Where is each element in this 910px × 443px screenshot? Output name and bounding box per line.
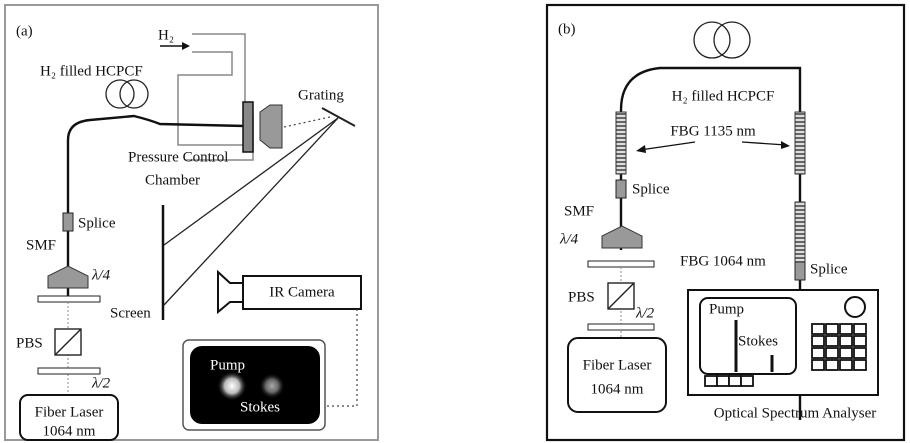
chamber-label: Chamber: [145, 172, 200, 188]
splice-label: Splice: [810, 261, 848, 277]
box: [812, 360, 824, 370]
box: [588, 324, 654, 330]
box: [854, 324, 866, 334]
circle: [217, 371, 247, 401]
group: [705, 376, 753, 386]
box: [826, 360, 838, 370]
panel-b: (b) H₂ filled HCPCF FBG 1135 nm Splice S…: [547, 5, 904, 440]
box: [854, 360, 866, 370]
gas-label: H₂: [158, 27, 174, 43]
splice-label: Splice: [78, 215, 116, 231]
camera-label: IR Camera: [269, 284, 335, 300]
component: [218, 272, 243, 312]
laser-label: Fiber Laser: [35, 404, 104, 420]
component: [602, 226, 642, 248]
splice-label: Splice: [632, 181, 670, 197]
box: [854, 336, 866, 346]
fiber-label: H₂ filled HCPCF: [40, 63, 143, 79]
chamber-label: Pressure Control: [128, 149, 228, 165]
waveplate-label: λ/4: [91, 267, 111, 283]
smf-label: SMF: [26, 237, 56, 253]
box: [840, 360, 852, 370]
box: [795, 112, 805, 174]
box: [840, 336, 852, 346]
line: [640, 142, 695, 150]
circle: [694, 22, 730, 58]
pump-label: Pump: [709, 301, 744, 317]
box: [826, 324, 838, 334]
fiber-label: H₂ filled HCPCF: [672, 88, 775, 104]
box: [826, 336, 838, 346]
panel-label: (a): [16, 23, 33, 39]
grating-label: Grating: [298, 87, 344, 103]
fbg-label: FBG 1064 nm: [680, 253, 766, 269]
box: [812, 348, 824, 358]
box: [729, 376, 741, 386]
circle: [259, 373, 285, 399]
fbg-label: FBG 1135 nm: [670, 123, 756, 139]
component: [48, 266, 88, 288]
box: [616, 180, 626, 198]
connector: [178, 52, 243, 145]
connector: [324, 309, 357, 406]
box: [812, 324, 824, 334]
box: [854, 348, 866, 358]
component: [260, 105, 282, 148]
panel-label: (b): [558, 21, 576, 37]
circle: [845, 297, 865, 317]
pbs-label: PBS: [568, 289, 595, 305]
component: [636, 145, 646, 153]
box: [795, 262, 805, 280]
component: [182, 42, 190, 50]
laser-label: 1064 nm: [43, 423, 96, 439]
waveplate-label: λ/2: [635, 305, 655, 321]
box: [717, 376, 729, 386]
line: [322, 108, 355, 126]
box: [705, 376, 717, 386]
figure: (a) H₂ H₂ filled HCPCF Grating Pressure …: [0, 0, 910, 443]
line: [742, 142, 786, 145]
laser-label: Fiber Laser: [583, 357, 652, 373]
box: [826, 348, 838, 358]
waveplate-label: λ/2: [91, 375, 111, 391]
smf-label: SMF: [564, 203, 594, 219]
circle: [714, 22, 750, 58]
component: [781, 141, 790, 149]
box: [38, 368, 100, 374]
panel-a: (a) H₂ H₂ filled HCPCF Grating Pressure …: [5, 5, 378, 440]
pbs-label: PBS: [16, 335, 43, 351]
screen-label: Screen: [110, 305, 151, 321]
stokes-label: Stokes: [240, 399, 280, 415]
line: [284, 117, 330, 127]
box: [38, 296, 100, 302]
laser-label: 1064 nm: [591, 381, 644, 397]
box: [840, 324, 852, 334]
box: [63, 213, 73, 231]
stokes-label: Stokes: [738, 333, 778, 349]
box: [243, 102, 253, 152]
page: (a) H₂ H₂ filled HCPCF Grating Pressure …: [0, 0, 910, 443]
box: [616, 112, 626, 174]
box: [812, 336, 824, 346]
box: [795, 202, 805, 264]
pump-label: Pump: [210, 357, 245, 373]
analyser-label: Optical Spectrum Analyser: [714, 405, 876, 421]
box: [568, 338, 666, 412]
waveplate-label: λ/4: [559, 231, 579, 247]
box: [588, 261, 654, 267]
box: [741, 376, 753, 386]
box: [840, 348, 852, 358]
